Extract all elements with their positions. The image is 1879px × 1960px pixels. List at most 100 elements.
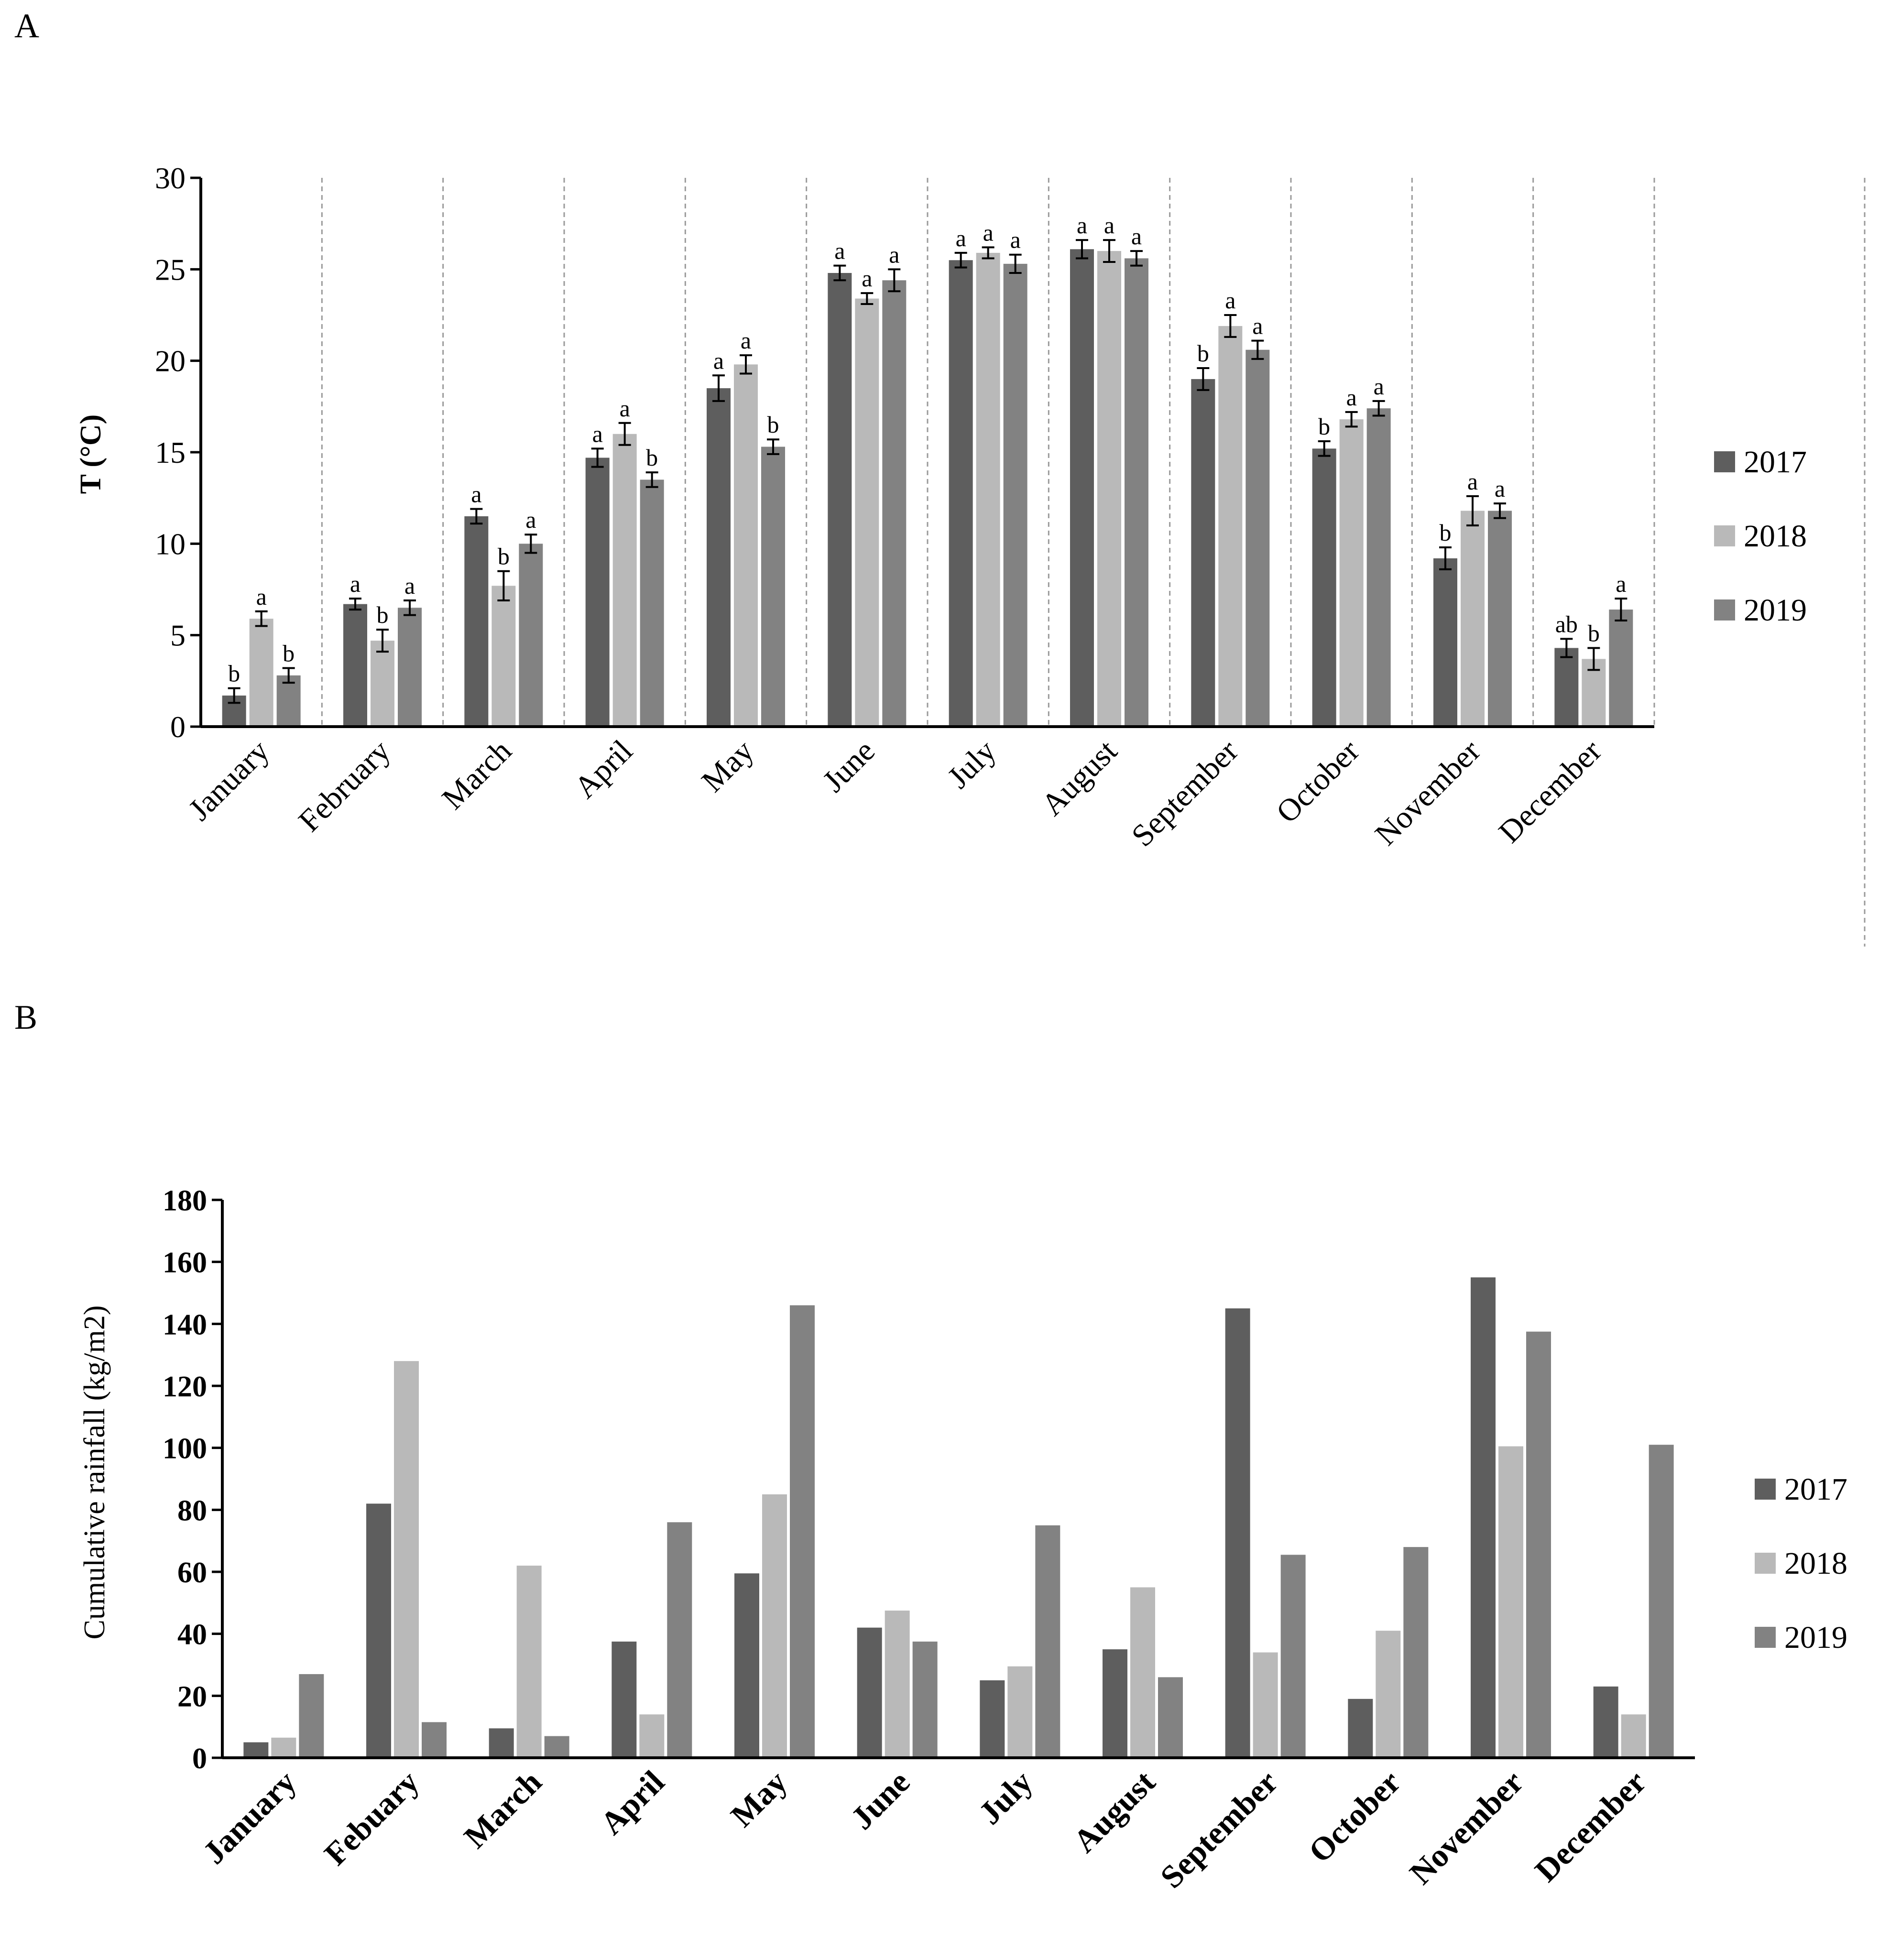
y-tick-label: 25: [155, 252, 186, 286]
x-tick-label: April: [593, 1764, 671, 1841]
bar-2019-April: [640, 479, 664, 727]
significance-letter: a: [1010, 227, 1021, 253]
bar-2019-November: [1488, 511, 1512, 727]
y-tick-label: 40: [177, 1619, 207, 1651]
temperature-x-tick-labels: January February March April May June July Augu…: [182, 733, 1608, 853]
significance-letter: a: [350, 570, 361, 597]
significance-letter: b: [498, 543, 510, 570]
bar-2018-January: [249, 619, 273, 727]
y-tick-label: 20: [177, 1680, 207, 1713]
significance-letter: a: [1252, 313, 1263, 339]
significance-letter: a: [592, 420, 603, 447]
x-tick-label: Febuary: [317, 1764, 426, 1872]
x-tick-label: October: [1269, 733, 1366, 830]
significance-letter: a: [620, 395, 630, 422]
panel-label-a: A: [14, 7, 39, 45]
significance-letter: a: [1495, 475, 1505, 502]
bar-2017-August: [1070, 249, 1094, 727]
bar-2017-March: [489, 1728, 514, 1758]
x-tick-label: March: [436, 733, 518, 816]
bar-2018-October: [1376, 1631, 1401, 1758]
significance-letter: a: [256, 583, 267, 610]
significance-letter: ab: [1555, 610, 1578, 637]
significance-letter: a: [1616, 570, 1626, 597]
month-dividers: [321, 178, 1866, 947]
bar-2019-August: [1158, 1677, 1183, 1758]
bar-2018-June: [885, 1611, 910, 1758]
bar-2018-November: [1498, 1446, 1523, 1758]
bar-2017-December: [1593, 1686, 1618, 1758]
bar-2019-December: [1609, 610, 1633, 727]
rainfall-y-ticks: 0 20 40 60 80 100 120 140 160 180: [163, 1185, 222, 1775]
bar-2018-November: [1461, 511, 1485, 727]
bar-2018-July: [976, 252, 1000, 727]
rainfall-x-tick-labels: January Febuary March April May June July Augus…: [196, 1764, 1653, 1895]
bar-2019-June: [882, 280, 907, 727]
rainfall-axes: [221, 1200, 1695, 1759]
significance-letter: a: [862, 265, 872, 292]
temperature-bars: [222, 249, 1633, 727]
bar-2019-September: [1245, 349, 1270, 727]
y-tick-label: 10: [155, 527, 186, 561]
bar-2017-July: [949, 260, 973, 727]
significance-letter: a: [404, 572, 415, 599]
bar-2019-February: [398, 608, 422, 727]
significance-letter: b: [1318, 413, 1330, 440]
significance-letter: b: [767, 411, 779, 438]
x-tick-label: January: [182, 733, 276, 828]
legend-swatch-2017: [1714, 451, 1735, 472]
bar-2018-December: [1621, 1714, 1646, 1758]
x-tick-label: April: [568, 733, 639, 805]
y-tick-label: 160: [163, 1247, 207, 1279]
y-axis-label-temperature: T (°C): [75, 414, 107, 494]
bar-2017-September: [1225, 1308, 1250, 1758]
x-tick-label: September: [1125, 733, 1245, 853]
y-axis-label-rainfall: Cumulative rainfall (kg/m2): [78, 1305, 111, 1639]
legend-label-2018: 2018: [1784, 1546, 1847, 1581]
panel-label-b: B: [14, 998, 37, 1036]
y-tick-label: 60: [177, 1557, 207, 1589]
bar-2018-February: [371, 641, 394, 727]
bar-2018-Febuary: [394, 1361, 419, 1758]
bar-2018-May: [734, 364, 758, 727]
x-tick-label: June: [816, 733, 882, 799]
bar-2019-April: [667, 1522, 692, 1758]
bar-2018-April: [612, 434, 637, 727]
y-tick-label: 15: [155, 436, 186, 469]
bar-2017-October: [1312, 448, 1336, 727]
y-tick-label: 80: [177, 1494, 207, 1527]
bar-2017-May: [707, 388, 731, 727]
significance-letter: a: [1225, 287, 1235, 314]
legend-label-2018: 2018: [1744, 519, 1807, 554]
significance-letter: a: [1131, 223, 1142, 250]
significance-letter: a: [1467, 468, 1478, 495]
legend-label-2017: 2017: [1784, 1472, 1847, 1507]
significance-letter: a: [889, 241, 899, 268]
significance-letter: a: [1374, 373, 1384, 400]
legend-swatch-2018: [1714, 525, 1735, 546]
bar-2018-August: [1130, 1587, 1155, 1758]
bar-2019-October: [1366, 408, 1391, 727]
x-tick-label: November: [1368, 733, 1487, 852]
x-tick-label: November: [1402, 1764, 1530, 1891]
bar-2019-Febuary: [422, 1722, 447, 1758]
bar-2017-June: [857, 1627, 882, 1758]
bar-2019-October: [1403, 1547, 1429, 1758]
significance-letter: a: [741, 327, 751, 354]
bar-2017-October: [1348, 1699, 1373, 1758]
significance-letter: b: [283, 640, 295, 667]
bar-2019-June: [912, 1641, 938, 1758]
bar-2018-September: [1218, 326, 1243, 727]
significance-letter: a: [525, 506, 536, 533]
x-tick-label: July: [972, 1764, 1039, 1831]
significance-letter: b: [646, 444, 658, 471]
x-tick-label: September: [1153, 1764, 1285, 1895]
y-tick-label: 5: [170, 619, 186, 653]
temperature-error-bars: [228, 239, 1628, 704]
bar-2018-January: [271, 1737, 296, 1758]
bar-2019-September: [1280, 1555, 1306, 1758]
x-tick-label: January: [196, 1764, 303, 1871]
bar-2017-August: [1103, 1649, 1127, 1758]
bar-2018-August: [1097, 251, 1121, 727]
